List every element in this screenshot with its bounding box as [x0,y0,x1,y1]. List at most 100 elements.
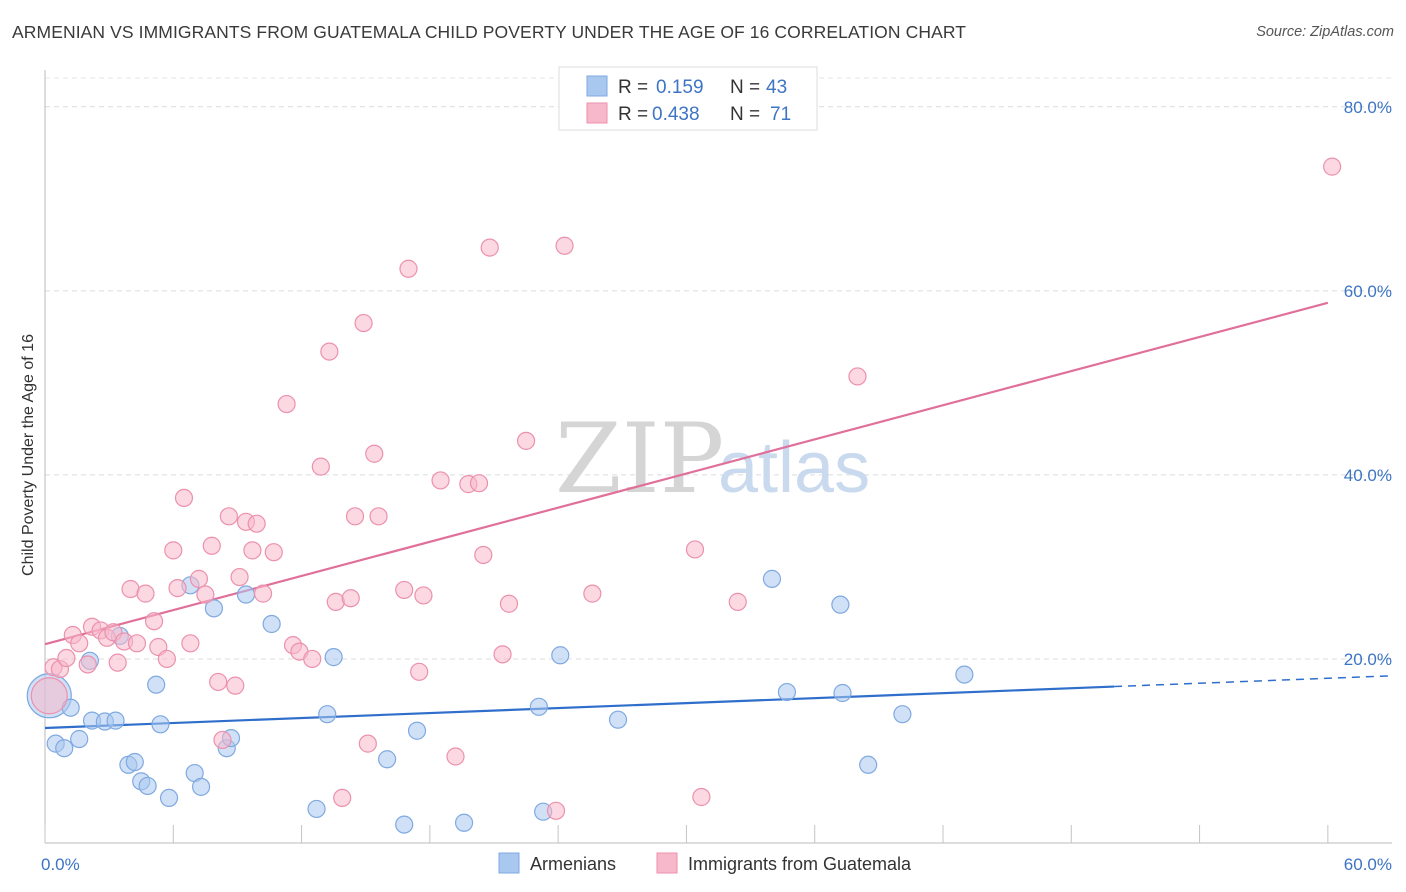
data-point [147,675,166,694]
bottom-legend-label-guatemala: Immigrants from Guatemala [688,854,912,874]
data-point [354,313,373,333]
legend-swatch-guatemala [586,102,608,124]
data-point [848,367,867,386]
y-tick-label-80: 80.0% [1344,98,1392,117]
data-points [26,157,1342,834]
data-point [264,543,283,562]
legend-n-value-2: 71 [770,104,791,125]
data-point [151,715,170,734]
data-point [446,747,465,766]
data-point [454,813,474,832]
y-tick-label-20: 20.0% [1344,650,1392,669]
data-point [955,665,974,684]
data-point [136,584,155,603]
data-point [358,734,377,753]
data-point [399,259,418,278]
data-point [213,730,232,750]
series-armenians [26,569,974,834]
data-point [326,592,345,611]
data-point [608,710,628,729]
watermark: ZIP atlas [555,403,870,515]
data-point [108,653,127,672]
data-point [262,614,281,634]
y-tick-label-60: 60.0% [1344,282,1392,301]
data-point [1323,157,1342,176]
data-point [728,592,747,611]
legend-r-label-2: R = [618,104,648,125]
data-point [157,649,176,669]
data-point [499,594,519,613]
data-point [685,540,705,559]
data-point [341,589,360,608]
data-point [893,705,912,724]
data-point [833,683,852,703]
data-point [138,776,157,796]
data-point [243,541,262,560]
y-tick-label-40: 40.0% [1344,466,1392,485]
tick-labels: 20.0% 40.0% 60.0% 80.0% 0.0% 60.0% [41,98,1392,874]
data-point [57,648,76,668]
chart-source: Source: ZipAtlas.com [1256,24,1394,40]
data-point [307,799,326,819]
data-point [320,342,339,361]
data-point [414,586,433,605]
data-point [583,584,602,603]
data-point [159,788,179,808]
data-point [30,677,68,715]
data-point [365,444,384,463]
trend-line-armenians [44,685,1115,730]
legend: R = 0.159 N = 43 R = 0.438 N = 71 [558,66,818,131]
series-guatemala [30,157,1342,820]
y-axis-title: Child Poverty Under the Age of 16 [20,334,37,576]
legend-r-label-1: R = [618,77,648,98]
watermark-atlas: atlas [718,428,870,508]
data-point [236,585,256,604]
data-point [395,815,414,834]
data-point [493,645,512,664]
trend-line-extension-armenians [1114,675,1393,688]
data-point [469,474,489,493]
data-point [546,801,566,820]
data-point [480,238,499,257]
data-point [196,585,215,604]
bottom-legend-swatch-guatemala [656,852,678,874]
data-point [311,457,330,476]
data-point [777,682,797,702]
data-point [516,431,536,450]
legend-r-value-2: 0.438 [652,104,700,125]
data-point [407,721,427,740]
gridlines [45,77,1392,660]
data-point [431,471,450,490]
data-point [555,236,574,255]
data-point [78,655,97,674]
data-point [55,739,74,758]
data-point [247,514,266,533]
data-point [410,662,429,681]
data-point [377,750,397,769]
x-tick-label-0: 0.0% [41,855,80,874]
data-point [692,787,711,807]
data-point [219,507,238,526]
data-point [106,711,125,730]
watermark-zip: ZIP [555,403,724,515]
chart-title: ARMENIAN VS IMMIGRANTS FROM GUATEMALA CH… [12,22,967,42]
legend-n-value-1: 43 [766,77,787,98]
data-point [70,634,89,653]
legend-r-value-1: 0.159 [656,77,704,98]
data-point [209,672,228,692]
bottom-legend-swatch-armenians [498,852,520,874]
data-point [303,649,322,669]
data-point [253,584,273,603]
data-point [121,579,140,599]
data-point [277,394,296,414]
data-point [70,729,89,749]
legend-swatch-armenians [586,75,608,97]
data-point [324,648,343,667]
data-point [181,634,200,653]
data-point [127,634,147,653]
data-point [333,788,352,808]
bottom-legend: Armenians Immigrants from Guatemala [498,852,912,874]
data-point [202,536,221,555]
data-point [318,705,337,724]
